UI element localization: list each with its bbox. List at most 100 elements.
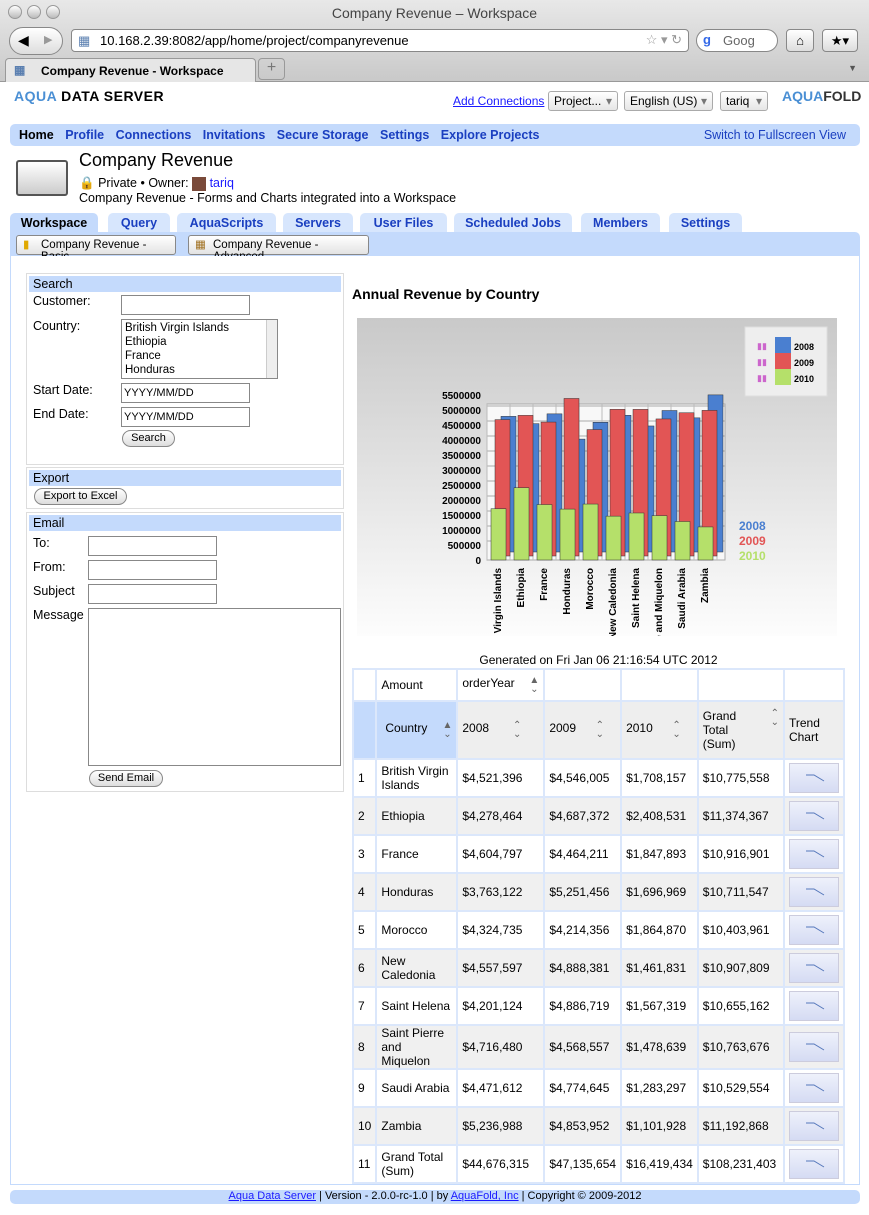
- sort-icon[interactable]: ⌃ ⌄: [672, 720, 681, 740]
- send-email-button[interactable]: Send Email: [89, 770, 163, 787]
- y-tick-label: 3000000: [442, 466, 481, 477]
- aqua-data-server-logo[interactable]: AQUA DATA SERVER: [14, 88, 165, 104]
- tab-query[interactable]: Query: [108, 213, 170, 233]
- browser-tab[interactable]: ▦ Company Revenue - Workspace: [5, 58, 256, 82]
- bookmark-icon: ★▾: [830, 33, 850, 48]
- year-2009-header[interactable]: 2009 ⌃ ⌄: [543, 700, 623, 760]
- forward-arrow-icon[interactable]: ▶: [44, 34, 53, 46]
- country-option[interactable]: France: [125, 350, 161, 362]
- back-arrow-icon[interactable]: ◀: [18, 32, 29, 48]
- table-icon: ▦: [195, 239, 206, 251]
- bookmark-star-icon[interactable]: ☆ ▾ ↻: [645, 32, 682, 47]
- nav-explore-projects[interactable]: Explore Projects: [440, 128, 540, 142]
- url-bar[interactable]: ▦ 10.168.2.39:8082/app/home/project/compa…: [71, 29, 689, 52]
- trend-sparkline[interactable]: [788, 915, 839, 945]
- customer-label: Customer:: [33, 294, 91, 308]
- sort-icon[interactable]: ⌃ ⌄: [595, 720, 605, 740]
- aqua-data-server-link[interactable]: Aqua Data Server: [228, 1190, 316, 1202]
- tab-servers[interactable]: Servers: [283, 213, 353, 233]
- tab-workspace[interactable]: Workspace: [10, 213, 98, 233]
- trend-sparkline[interactable]: [788, 953, 839, 983]
- amount-cell: $5,236,988: [456, 1106, 546, 1146]
- to-input[interactable]: [88, 536, 217, 556]
- trend-sparkline[interactable]: [788, 763, 839, 793]
- amount-cell: $10,529,554: [696, 1068, 785, 1108]
- pivot-field-header[interactable]: orderYear ▲ ⌄: [456, 668, 546, 702]
- from-input[interactable]: [88, 560, 217, 580]
- sort-icon[interactable]: ⌃ ⌄: [770, 708, 779, 728]
- trend-sparkline[interactable]: [788, 1149, 839, 1179]
- country-header[interactable]: Country ▲ ⌄: [375, 700, 459, 760]
- message-textarea[interactable]: [88, 608, 341, 766]
- nav-profile[interactable]: Profile: [65, 128, 105, 142]
- zoom-window-button[interactable]: [46, 5, 60, 19]
- project-select[interactable]: Project...: [548, 91, 618, 111]
- fullscreen-link[interactable]: Switch to Fullscreen View: [703, 128, 846, 142]
- country-option[interactable]: Honduras: [125, 364, 175, 376]
- country-option[interactable]: Ethiopia: [125, 336, 167, 348]
- aquafold-link[interactable]: AquaFold, Inc: [450, 1190, 519, 1202]
- tab-scheduled-jobs[interactable]: Scheduled Jobs: [454, 213, 572, 233]
- nav-secure-storage[interactable]: Secure Storage: [276, 128, 369, 142]
- url-text[interactable]: 10.168.2.39:8082/app/home/project/compan…: [100, 33, 409, 48]
- trend-sparkline[interactable]: [788, 877, 839, 907]
- grand-total-header[interactable]: ⌃ ⌄ Grand Total (Sum): [696, 700, 785, 760]
- subject-input[interactable]: [88, 584, 217, 604]
- search-button[interactable]: Search: [122, 430, 175, 447]
- trend-sparkline[interactable]: [788, 1111, 839, 1141]
- customer-input[interactable]: [121, 295, 250, 315]
- trend-sparkline[interactable]: [788, 839, 839, 869]
- export-to-excel-button[interactable]: Export to Excel: [34, 488, 127, 505]
- nav-connections[interactable]: Connections: [115, 128, 192, 142]
- bookmarks-button[interactable]: ★▾: [822, 29, 858, 52]
- trend-sparkline[interactable]: [788, 1032, 839, 1062]
- trend-sparkline[interactable]: [788, 1073, 839, 1103]
- owner-link[interactable]: tariq: [209, 176, 234, 190]
- minimize-window-button[interactable]: [27, 5, 41, 19]
- legend-label: 2010: [794, 374, 814, 384]
- aquafold-logo[interactable]: AQUAFOLD: [782, 88, 862, 104]
- company-revenue-advanced-button[interactable]: ▦Company Revenue - Advanced: [188, 235, 369, 263]
- country-listbox[interactable]: British Virgin Islands Ethiopia France H…: [121, 319, 278, 379]
- new-tab-button[interactable]: +: [258, 58, 285, 80]
- series-end-label: 2009: [739, 534, 766, 548]
- back-forward-buttons[interactable]: ◀ ▶: [9, 27, 63, 55]
- close-window-button[interactable]: [8, 5, 22, 19]
- year-2010-header[interactable]: 2010 ⌃ ⌄: [620, 700, 699, 760]
- owner-label: Owner:: [148, 176, 189, 190]
- country-option[interactable]: British Virgin Islands: [125, 322, 229, 334]
- trend-cell: [782, 910, 846, 950]
- sort-icon[interactable]: ⌃ ⌄: [512, 720, 522, 740]
- tab-list-icon[interactable]: ▼: [848, 63, 857, 73]
- language-select[interactable]: English (US): [624, 91, 713, 111]
- sort-icon[interactable]: ▲ ⌄: [529, 675, 540, 695]
- nav-home[interactable]: Home: [19, 128, 54, 142]
- company-revenue-basic-button[interactable]: ▮Company Revenue - Basic: [16, 235, 176, 263]
- search-box[interactable]: g Goog: [696, 29, 778, 52]
- sort-icon[interactable]: ▲ ⌄: [442, 720, 453, 740]
- tab-user-files[interactable]: User Files: [360, 213, 447, 233]
- home-button[interactable]: ⌂: [786, 29, 814, 52]
- year-2008-header[interactable]: 2008 ⌃ ⌄: [456, 700, 546, 760]
- amount-cell: $4,201,124: [456, 986, 546, 1026]
- tab-settings[interactable]: Settings: [669, 213, 742, 233]
- start-date-input[interactable]: YYYY/MM/DD: [121, 383, 250, 403]
- row-number: 9: [351, 1068, 378, 1108]
- amount-cell: $1,478,639: [620, 1024, 699, 1070]
- country-cell: Saint Helena: [375, 986, 459, 1026]
- scrollbar[interactable]: [266, 320, 277, 378]
- tab-members[interactable]: Members: [581, 213, 660, 233]
- trend-sparkline[interactable]: [788, 801, 839, 831]
- copyright-text: | Copyright © 2009-2012: [518, 1190, 642, 1202]
- amount-cell: $16,419,434: [620, 1144, 699, 1184]
- tab-aquascripts[interactable]: AquaScripts: [177, 213, 276, 233]
- add-connections-link[interactable]: Add Connections: [453, 94, 545, 108]
- nav-invitations[interactable]: Invitations: [202, 128, 266, 142]
- nav-settings[interactable]: Settings: [380, 128, 430, 142]
- row-number: 7: [351, 986, 378, 1026]
- user-select[interactable]: tariq: [720, 91, 768, 111]
- trend-sparkline[interactable]: [788, 991, 839, 1021]
- end-date-input[interactable]: YYYY/MM/DD: [121, 407, 250, 427]
- trend-cell: [782, 986, 846, 1026]
- amount-cell: $10,907,809: [696, 948, 785, 988]
